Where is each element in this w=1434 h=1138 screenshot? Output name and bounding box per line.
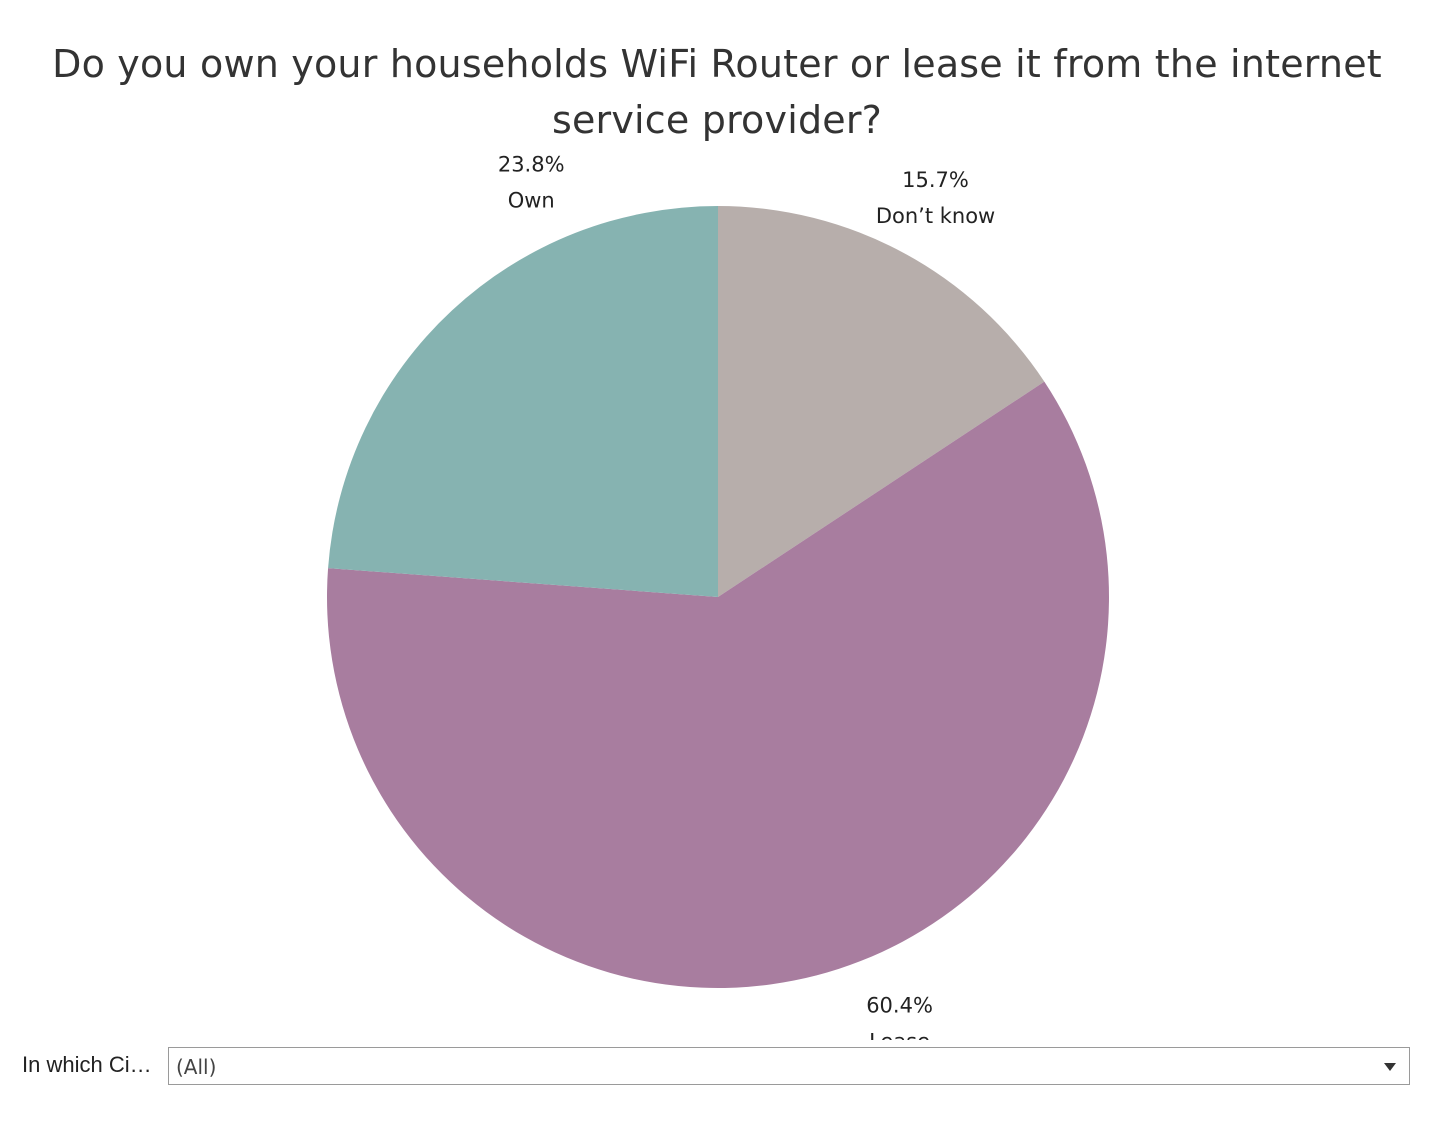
filter-label: In which Ci…	[22, 1052, 152, 1077]
slice-value-label-own: 23.8%	[498, 153, 565, 177]
chevron-down-icon[interactable]	[1384, 1063, 1396, 1071]
chart-title: Do you own your households WiFi Router o…	[52, 42, 1382, 142]
slice-value-label-don-t-know: 15.7%	[902, 168, 969, 192]
slice-category-label-lease: Lease	[869, 1030, 930, 1040]
city-filter-dropdown[interactable]: (All)	[168, 1047, 1410, 1085]
pie-slices	[327, 206, 1109, 988]
pie-slice-don-t-know[interactable]	[718, 206, 1045, 597]
slice-category-label-don-t-know: Don’t know	[876, 204, 995, 228]
filter-selected-value: (All)	[176, 1055, 217, 1079]
pie-slice-lease[interactable]	[327, 381, 1109, 988]
city-filter: In which Ci… (All)	[22, 1047, 1412, 1087]
pie-slice-own[interactable]	[328, 206, 718, 597]
slice-labels: 15.7% Don’t know 60.4% Lease 23.8% Own	[498, 153, 995, 1040]
slice-category-label-own: Own	[508, 189, 555, 213]
pie-chart: 15.7% Don’t know 60.4% Lease 23.8% Own	[327, 153, 1109, 1040]
slice-value-label-lease: 60.4%	[866, 994, 933, 1018]
